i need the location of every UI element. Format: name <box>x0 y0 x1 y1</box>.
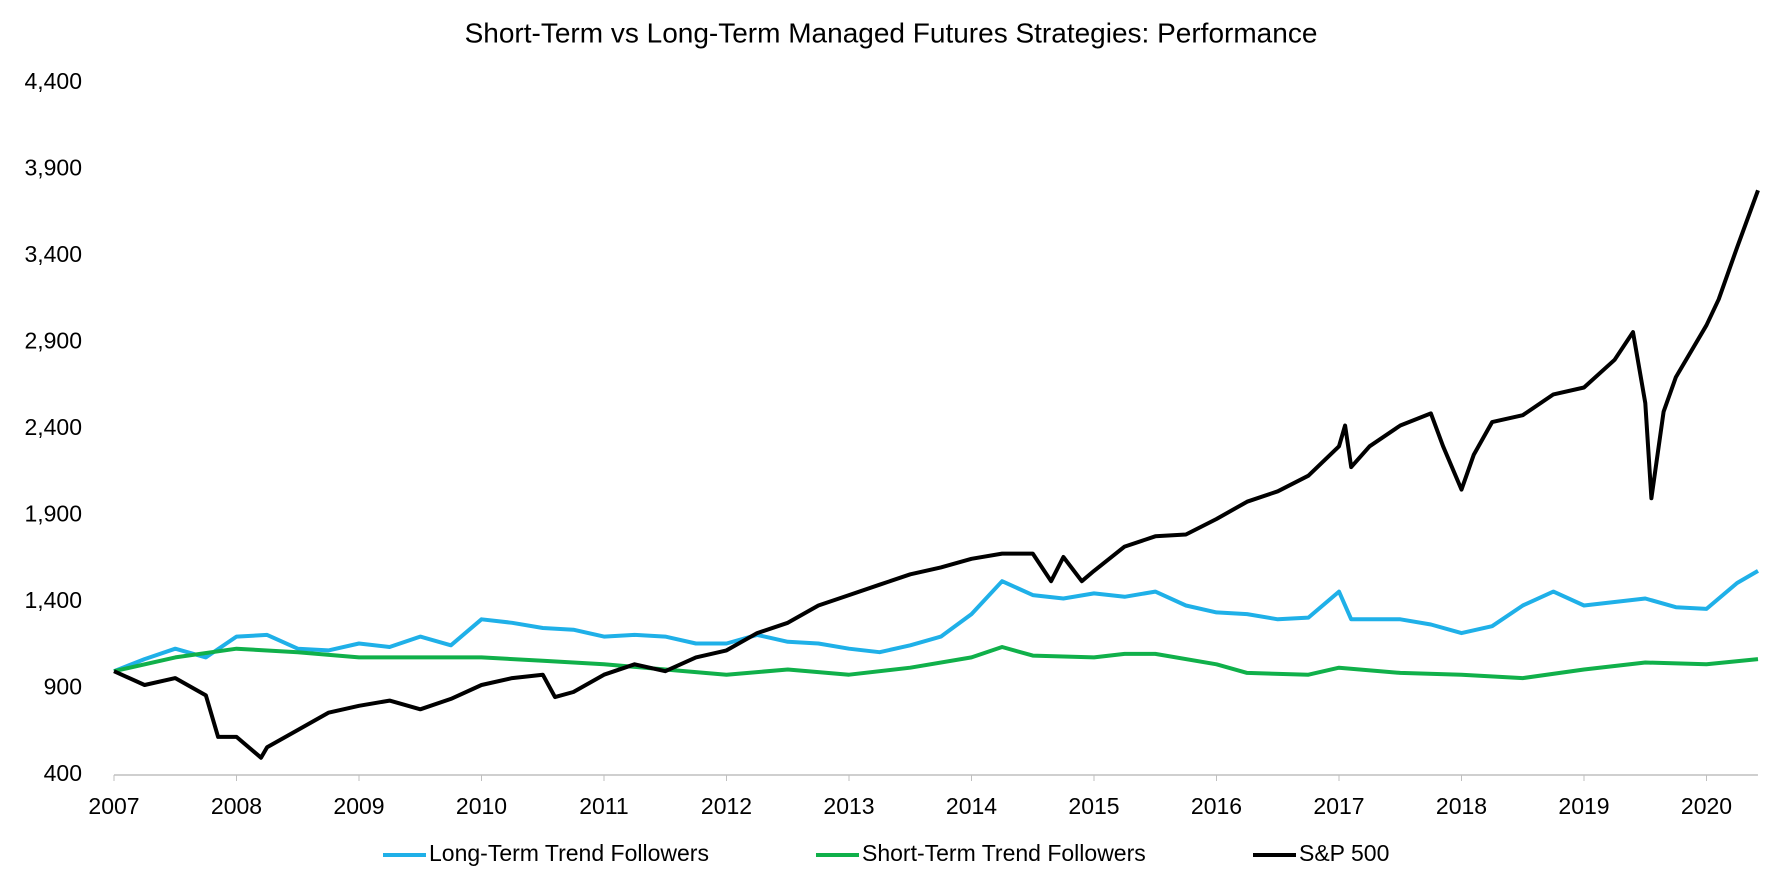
y-tick-label: 3,400 <box>24 241 82 267</box>
x-tick-label: 2014 <box>946 793 997 819</box>
legend-label: S&P 500 <box>1299 840 1389 866</box>
x-tick-label: 2019 <box>1558 793 1609 819</box>
x-tick-label: 2013 <box>823 793 874 819</box>
series-line <box>113 189 1760 760</box>
y-tick-label: 1,400 <box>24 587 82 613</box>
x-tick-label: 2010 <box>456 793 507 819</box>
series-line <box>113 569 1760 674</box>
x-tick-label: 2007 <box>88 793 139 819</box>
x-tick-label: 2012 <box>701 793 752 819</box>
x-tick-label: 2008 <box>211 793 262 819</box>
chart-title: Short-Term vs Long-Term Managed Futures … <box>465 17 1318 48</box>
x-tick-label: 2018 <box>1436 793 1487 819</box>
x-tick-label: 2016 <box>1191 793 1242 819</box>
y-tick-label: 4,400 <box>24 68 82 94</box>
y-tick-label: 3,900 <box>24 155 82 181</box>
x-tick-label: 2017 <box>1313 793 1364 819</box>
legend: Long-Term Trend Followers Short-Term Tren… <box>383 840 1389 866</box>
legend-label: Long-Term Trend Followers <box>429 840 709 866</box>
series-line <box>113 645 1759 681</box>
y-tick-label: 2,400 <box>24 414 82 440</box>
y-tick-label: 400 <box>44 760 82 786</box>
y-tick-label: 1,900 <box>24 501 82 527</box>
y-tick-label: 900 <box>44 674 82 700</box>
legend-label: Short-Term Trend Followers <box>862 840 1146 866</box>
x-tick-label: 2015 <box>1068 793 1119 819</box>
x-tick-label: 2011 <box>579 793 628 819</box>
x-tick-label: 2020 <box>1681 793 1732 819</box>
y-tick-label: 2,900 <box>24 328 82 354</box>
x-tick-label: 2009 <box>333 793 384 819</box>
